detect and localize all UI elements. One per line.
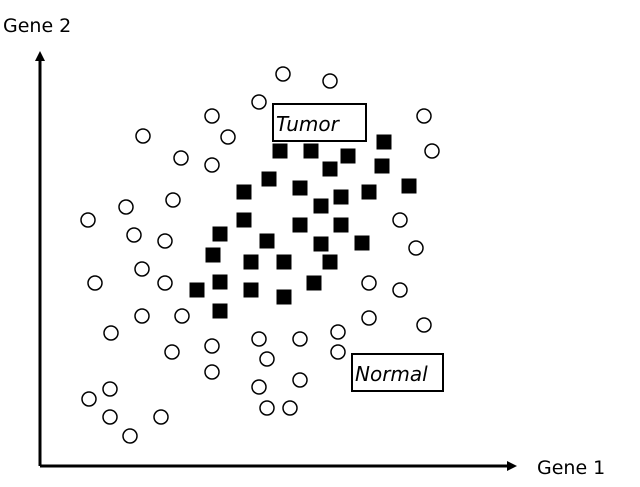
normal-label: Normal	[355, 362, 428, 386]
normal-point	[361, 310, 377, 326]
normal-point	[416, 317, 432, 333]
tumor-label: Tumor	[276, 112, 341, 136]
tumor-point	[322, 254, 338, 270]
normal-point	[134, 261, 150, 277]
normal-point	[424, 143, 440, 159]
normal-point	[292, 331, 308, 347]
normal-point	[80, 212, 96, 228]
tumor-point	[189, 282, 205, 298]
normal-point	[157, 233, 173, 249]
normal-point	[134, 308, 150, 324]
normal-point	[126, 227, 142, 243]
normal-point	[157, 275, 173, 291]
normal-point	[102, 409, 118, 425]
tumor-point	[276, 254, 292, 270]
normal-point	[204, 157, 220, 173]
normal-point	[292, 372, 308, 388]
tumor-point	[354, 235, 370, 251]
normal-point	[87, 275, 103, 291]
normal-point	[330, 324, 346, 340]
normal-point	[416, 108, 432, 124]
tumor-point	[306, 275, 322, 291]
tumor-point	[292, 217, 308, 233]
normal-point	[392, 212, 408, 228]
tumor-points	[189, 134, 417, 319]
tumor-point	[212, 226, 228, 242]
normal-point	[220, 129, 236, 145]
tumor-point	[205, 247, 221, 263]
tumor-point	[376, 134, 392, 150]
tumor-point	[401, 178, 417, 194]
normal-point	[251, 379, 267, 395]
normal-point	[282, 400, 298, 416]
tumor-point	[243, 254, 259, 270]
normal-point	[408, 240, 424, 256]
normal-point	[174, 308, 190, 324]
tumor-point	[236, 184, 252, 200]
tumor-point	[313, 198, 329, 214]
tumor-point	[261, 171, 277, 187]
normal-points	[80, 66, 440, 444]
normal-point	[118, 199, 134, 215]
normal-point	[204, 338, 220, 354]
tumor-point	[292, 180, 308, 196]
tumor-point	[303, 143, 319, 159]
normal-point	[259, 351, 275, 367]
normal-point	[81, 391, 97, 407]
normal-point	[330, 344, 346, 360]
tumor-point	[212, 303, 228, 319]
tumor-point	[333, 189, 349, 205]
normal-point	[165, 192, 181, 208]
tumor-point	[322, 161, 338, 177]
tumor-point	[333, 217, 349, 233]
normal-point	[275, 66, 291, 82]
normal-point	[251, 331, 267, 347]
normal-point	[164, 344, 180, 360]
normal-point	[122, 428, 138, 444]
tumor-point	[361, 184, 377, 200]
normal-point	[392, 282, 408, 298]
y-axis-label: Gene 2	[3, 15, 71, 37]
normal-point	[251, 94, 267, 110]
tumor-point	[276, 289, 292, 305]
normal-point	[135, 128, 151, 144]
tumor-label-box: Tumor	[272, 103, 367, 142]
normal-point	[173, 150, 189, 166]
tumor-point	[374, 158, 390, 174]
tumor-point	[272, 143, 288, 159]
normal-point	[103, 325, 119, 341]
normal-point	[204, 364, 220, 380]
normal-point	[204, 108, 220, 124]
tumor-point	[340, 148, 356, 164]
x-axis-label: Gene 1	[537, 457, 605, 479]
normal-point	[153, 409, 169, 425]
normal-label-box: Normal	[351, 353, 444, 392]
tumor-point	[313, 236, 329, 252]
normal-point	[102, 381, 118, 397]
normal-point	[361, 275, 377, 291]
tumor-point	[212, 274, 228, 290]
normal-point	[259, 400, 275, 416]
normal-point	[322, 73, 338, 89]
tumor-point	[259, 233, 275, 249]
tumor-point	[236, 212, 252, 228]
tumor-point	[243, 282, 259, 298]
